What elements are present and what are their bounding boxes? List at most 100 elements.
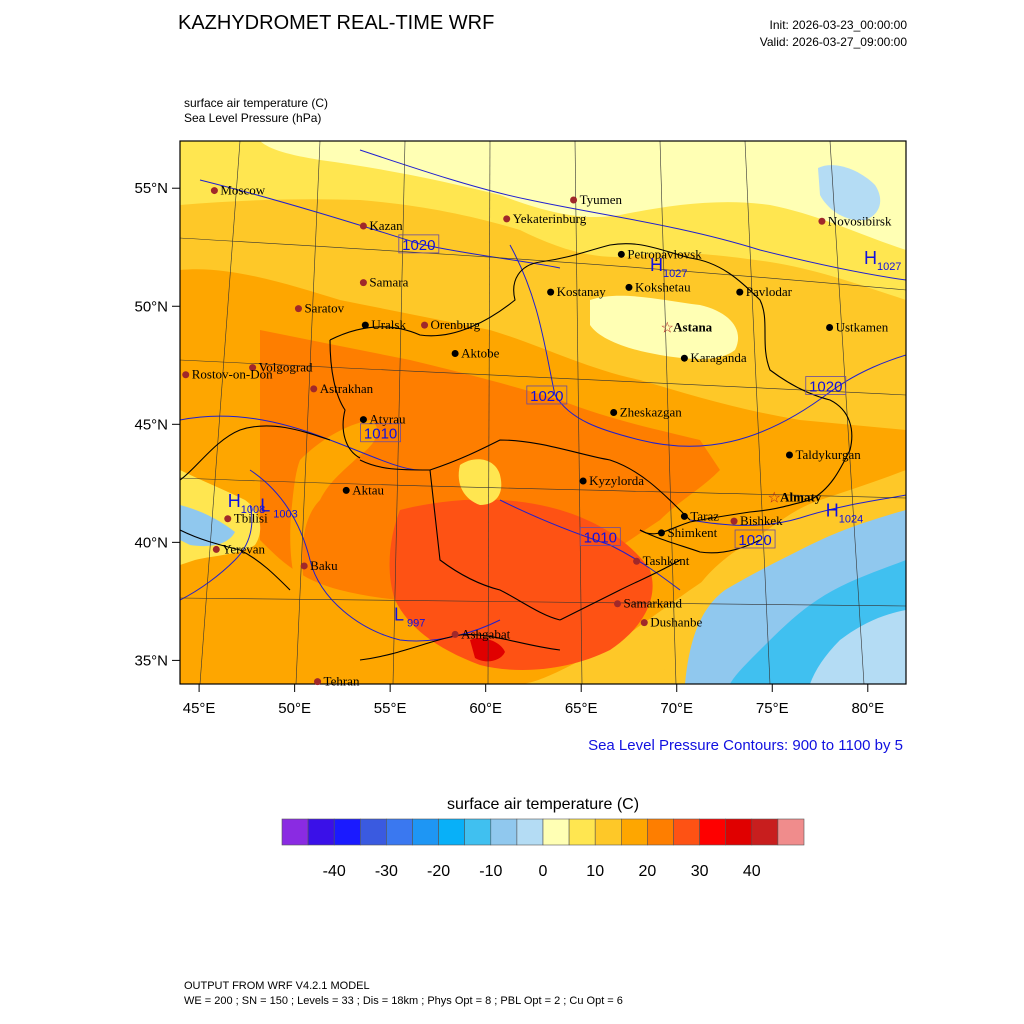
kazakhstan-border-south (359, 439, 691, 521)
isobar-label-text: 1010 (364, 426, 397, 443)
city-marker (633, 557, 641, 565)
meridian-line (199, 141, 241, 684)
city-label: Saratov (304, 301, 344, 316)
legend-swatch (516, 818, 544, 846)
legend-swatch (386, 818, 413, 846)
city-label: Samara (369, 275, 408, 290)
isobar-label-box (526, 385, 568, 405)
high-pressure-center: H 1027 (650, 255, 687, 280)
city-marker (359, 279, 367, 287)
city-aktau: Aktau (342, 482, 384, 497)
city-marker (361, 321, 369, 329)
star-icon: ☆ (660, 320, 673, 337)
caucasus-border (180, 529, 291, 591)
field-label-temperature: surface air temperature (C) (184, 96, 329, 110)
lon-tick-label: 75°E (756, 700, 789, 717)
legend-tick-label: 30 (691, 863, 709, 880)
legend-swatch (751, 818, 779, 846)
city-label: Almaty (780, 489, 822, 504)
city-label: Aktobe (461, 345, 500, 360)
map-plot-area (180, 141, 906, 684)
city-label: Orenburg (431, 317, 481, 332)
lat-tick-label: 55°N (134, 180, 168, 197)
city-label: Ashgabat (461, 626, 510, 641)
legend-tick-label: 0 (539, 863, 548, 880)
isobar-line (199, 179, 561, 269)
city-marker (210, 187, 218, 195)
city-karaganda: Karaganda (680, 350, 747, 365)
city-label: Kyzylorda (589, 473, 644, 488)
city-marker (617, 250, 625, 258)
parallel-line (180, 477, 906, 499)
city-marker (314, 678, 322, 686)
city-label: Novosibirsk (828, 213, 892, 228)
city-kyzylorda: Kyzylorda (579, 473, 644, 488)
city-marker (826, 324, 834, 332)
city-layer: Moscow Kazan Samara Saratov VolgogradRostov-… (182, 183, 892, 689)
legend-swatch (412, 818, 439, 846)
city-tyumen: Tyumen (570, 192, 622, 207)
city-label: Rostov-on-Don (192, 367, 273, 382)
isobar-label-text: 1020 (402, 237, 435, 254)
lon-tick-label: 50°E (278, 700, 311, 717)
city-tbilisi: Tbilisi (224, 511, 268, 526)
city-label: Astrakhan (320, 381, 374, 396)
isobar-label: 1020 (526, 385, 568, 405)
meridian-line (392, 141, 406, 684)
legend-swatch (777, 818, 805, 846)
pressure-center-letter: L (260, 496, 270, 516)
city-samarkand: Samarkand (614, 596, 682, 611)
legend-tick-label: -30 (375, 863, 398, 880)
valid-time: Valid: 2026-03-27_09:00:00 (759, 35, 907, 49)
color-legend: -40 -30 -20 -10 0 10 20 30 40 (281, 818, 805, 880)
footer-model: OUTPUT FROM WRF V4.2.1 MODEL (184, 980, 370, 992)
legend-swatch (464, 818, 492, 846)
isobar-label: 1010 (579, 527, 621, 547)
meridian-line (295, 141, 321, 684)
legend-tick-label: -10 (479, 863, 502, 880)
map-frame (179, 140, 907, 685)
city-bishkek: Bishkek (730, 513, 783, 528)
city-label: Dushanbe (650, 615, 702, 630)
afghan-border (559, 559, 681, 621)
city-taldykurgan: Taldykurgan (785, 447, 861, 462)
city-marker (570, 196, 578, 204)
isobar-label-box (805, 376, 847, 395)
isobar-label-box (579, 527, 621, 547)
city-marker (451, 349, 459, 357)
city-label: Uralsk (371, 317, 406, 332)
uzbek-turkmen-border (429, 469, 561, 621)
city-dushanbe: Dushanbe (640, 615, 702, 630)
city-marker (503, 215, 511, 223)
city-marker (421, 321, 429, 329)
legend-swatch (438, 818, 466, 846)
init-time: Init: 2026-03-23_00:00:00 (769, 18, 907, 32)
city-label: Petropavlovsk (627, 246, 702, 261)
contour-note: Sea Level Pressure Contours: 900 to 1100… (588, 737, 903, 754)
temperature-field-astana (590, 295, 739, 359)
pressure-center-letter: H (650, 255, 663, 275)
city-label: Bishkek (740, 513, 783, 528)
city-kazan: Kazan (359, 218, 403, 233)
isobar-label-text: 1020 (809, 379, 842, 396)
city-label: Samarkand (624, 596, 683, 611)
city-kostanay: Kostanay (547, 284, 606, 299)
iran-border (359, 634, 561, 661)
high-pressure-center: H 1024 (826, 500, 863, 525)
temperature-field-5c (260, 141, 906, 250)
isobar-label: 1020 (398, 234, 440, 254)
pressure-center-value: 1003 (273, 509, 297, 521)
low-pressure-center: L 1003 (260, 496, 297, 521)
pressure-center-value: 997 (407, 617, 425, 629)
axis-ticks: 35°N 40°N 45°N 50°N 55°N 45°E 50°E 55°E 60°E 65°E… (134, 180, 884, 717)
city-marker (785, 451, 793, 459)
city-marker (680, 512, 688, 520)
isobar-line (180, 504, 253, 601)
city-marker (294, 305, 302, 313)
city-baku: Baku (300, 558, 338, 573)
legend-swatch (594, 818, 622, 846)
city-marker (359, 416, 367, 424)
legend-title: surface air temperature (C) (446, 796, 640, 813)
city-marker (212, 545, 220, 553)
